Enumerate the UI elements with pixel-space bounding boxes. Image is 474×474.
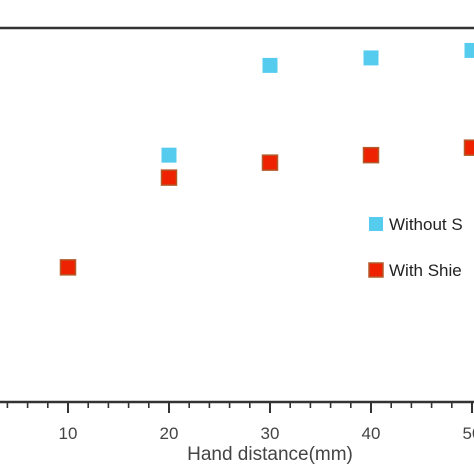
x-tick-label: 30 bbox=[261, 424, 280, 443]
x-minor-ticks bbox=[6, 402, 453, 408]
x-tick-labels: 10 20 30 40 50 bbox=[59, 424, 474, 443]
marker-with-shield bbox=[261, 154, 279, 171]
x-axis-title: Hand distance(mm) bbox=[187, 444, 353, 465]
marker-with-shield bbox=[160, 169, 178, 186]
legend: Without S With Shie bbox=[368, 215, 463, 280]
x-major-ticks bbox=[67, 402, 473, 413]
marker-without-shield bbox=[262, 57, 278, 73]
x-tick-label: 10 bbox=[59, 424, 78, 443]
marker-without-shield bbox=[464, 42, 474, 58]
marker-without-shield bbox=[161, 147, 177, 163]
marker-with-shield bbox=[362, 146, 380, 164]
x-tick-label: 40 bbox=[362, 424, 381, 443]
legend-swatch bbox=[368, 262, 384, 278]
marker-without-shield bbox=[363, 50, 379, 66]
legend-swatch bbox=[369, 217, 383, 231]
legend-label: With Shie bbox=[389, 261, 462, 280]
marker-with-shield bbox=[463, 139, 474, 156]
x-tick-label: 50 bbox=[463, 424, 474, 443]
data-markers bbox=[59, 42, 474, 276]
marker-with-shield bbox=[59, 259, 77, 276]
x-tick-label: 20 bbox=[160, 424, 179, 443]
legend-label: Without S bbox=[389, 215, 463, 234]
